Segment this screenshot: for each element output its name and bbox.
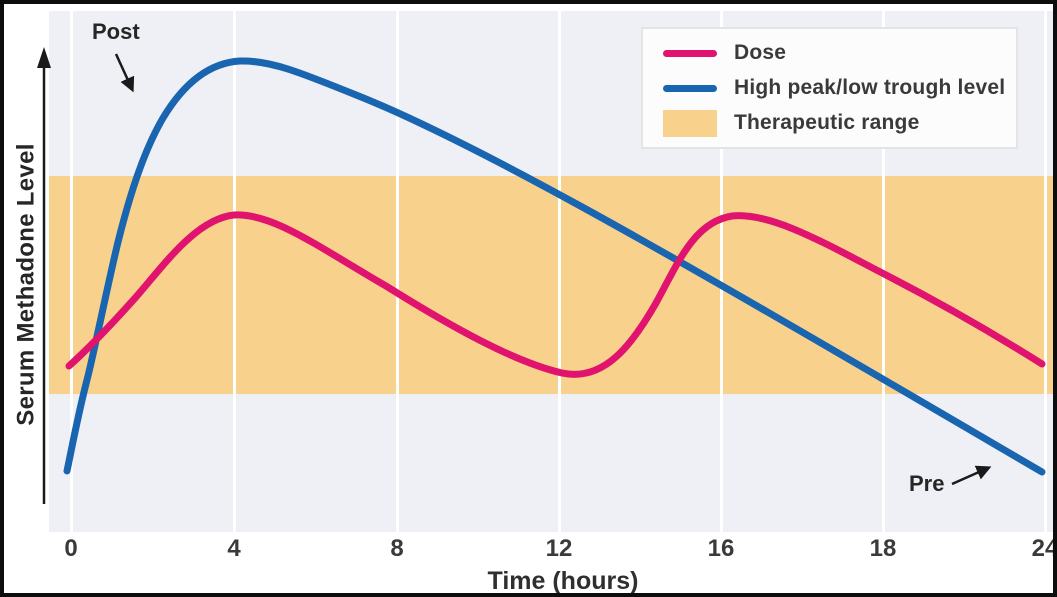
peak-trough-line-swatch-icon (663, 84, 717, 92)
pre-annotation: Pre (909, 471, 945, 496)
legend-label: Therapeutic range (734, 111, 920, 134)
gridline-24 (1043, 11, 1047, 532)
therapeutic-range-swatch-icon (663, 109, 717, 137)
legend-item-therapeutic-range: Therapeutic range (663, 108, 1016, 139)
x-tick-label-12: 12 (545, 535, 573, 562)
x-tick-label-24: 24 (1031, 535, 1057, 562)
legend-label: High peak/low trough level (734, 76, 1006, 99)
legend-item-peak-trough: High peak/low trough level (663, 73, 1016, 104)
gridline-12 (557, 11, 561, 532)
legend: Dose High peak/low trough level Therapeu… (641, 27, 1018, 149)
x-tick-label-16: 16 (707, 535, 735, 562)
x-tick-label-4: 4 (227, 535, 241, 562)
legend-item-dose: Dose (663, 38, 1016, 69)
x-axis-title: Time (hours) (487, 567, 639, 595)
x-tick-label-18: 18 (869, 535, 897, 562)
legend-label: Dose (734, 41, 787, 64)
post-annotation: Post (92, 19, 140, 44)
gridline-4 (232, 11, 236, 532)
x-tick-label-0: 0 (64, 535, 78, 562)
therapeutic-range-band (49, 176, 1053, 394)
gridline-8 (395, 11, 399, 532)
y-axis-label: Serum Methadone Level (12, 143, 40, 426)
gridline-0 (69, 11, 73, 532)
dose-line-swatch-icon (663, 49, 717, 57)
x-tick-label-8: 8 (390, 535, 404, 562)
